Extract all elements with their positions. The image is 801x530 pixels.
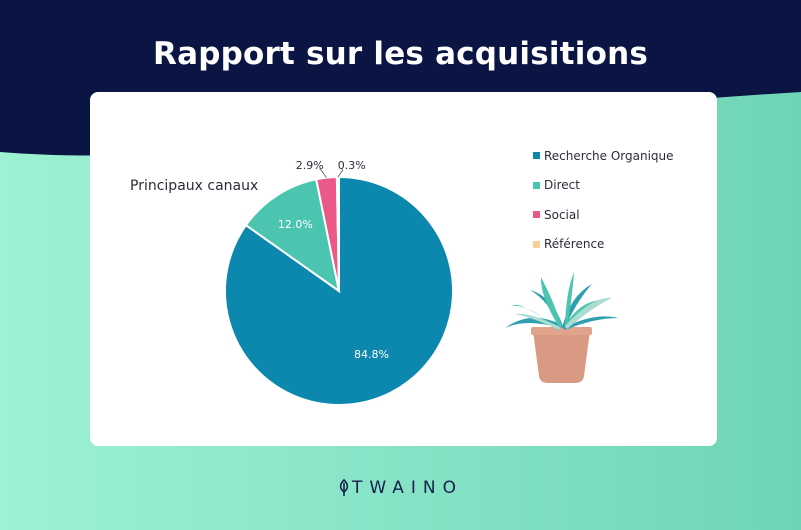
legend-swatch <box>533 211 540 219</box>
legend-item: Social <box>533 200 674 230</box>
pie-slice-recherche-organique <box>224 175 454 406</box>
slice-value-label: 12.0% <box>278 218 313 231</box>
legend-label: Social <box>544 207 580 222</box>
legend-label: Recherche Organique <box>544 148 674 163</box>
slice-value-label: 2.9% <box>296 159 324 172</box>
page-title: Rapport sur les acquisitions <box>153 36 648 72</box>
legend-label: Référence <box>544 237 605 252</box>
label-leader-line <box>337 168 344 178</box>
legend-swatch <box>533 152 540 160</box>
legend-swatch <box>533 240 540 248</box>
potted-plant-icon <box>505 272 618 383</box>
chart-subtitle: Principaux canaux <box>130 178 259 194</box>
pie-slice-direct <box>244 178 341 294</box>
brand-footer: TWAINO <box>0 478 801 498</box>
twaino-logo-icon <box>339 479 349 496</box>
slice-value-label: 84.8% <box>354 348 389 361</box>
legend-item: Référence <box>533 230 674 260</box>
legend-label: Direct <box>544 178 580 193</box>
legend-item: Recherche Organique <box>533 141 674 171</box>
legend-item: Direct <box>533 171 674 201</box>
chart-legend: Recherche Organique Direct Social Référence <box>533 141 674 259</box>
legend-swatch <box>533 181 540 189</box>
slice-value-label: 0.3% <box>338 159 366 172</box>
brand-name: TWAINO <box>351 478 463 498</box>
label-leader-line <box>319 168 327 178</box>
